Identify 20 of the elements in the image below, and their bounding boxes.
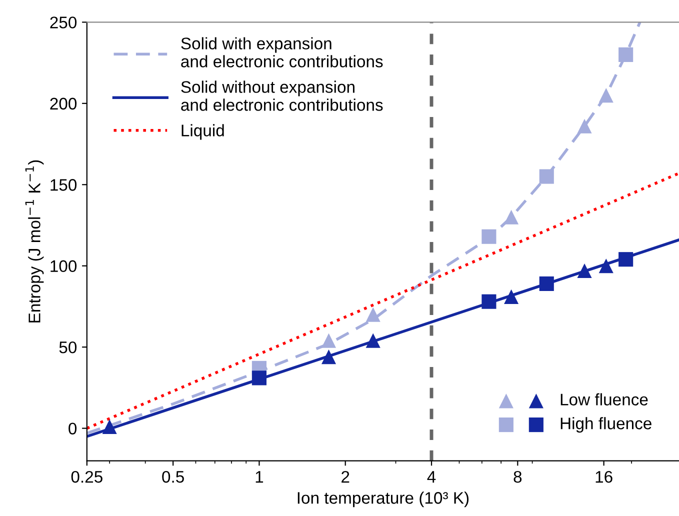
- y-tick-label: 100: [50, 260, 77, 272]
- legend-label: Solid with expansion and electronic contributions: [181, 37, 383, 68]
- y-tick-label: 0: [68, 422, 77, 434]
- legend-label: Solid without expansion and electronic contributions: [181, 80, 383, 111]
- x-tick-label: 0.25: [71, 470, 102, 483]
- x-tick-label: 8: [514, 470, 522, 483]
- x-axis-title: Ion temperature (10³ K): [298, 492, 469, 508]
- x-tick-label: 4: [427, 471, 436, 483]
- legend-label: High fluence: [560, 417, 652, 433]
- x-tick-label: 2: [342, 470, 350, 483]
- x-tick-label: 1: [256, 471, 264, 483]
- legend-label: Liquid: [182, 124, 224, 140]
- y-tick-label: 50: [59, 341, 77, 354]
- y-tick-label: 250: [50, 16, 77, 28]
- x-tick-label: 0.5: [162, 470, 184, 483]
- y-tick-label: 150: [50, 179, 77, 191]
- x-tick-label: 16: [596, 470, 612, 483]
- y-tick-label: 200: [50, 98, 77, 110]
- y-axis-title: Entropy (J mol$^{−1}$ K$^{−1}$): [25, 160, 44, 322]
- legend-label: Low fluence: [560, 393, 648, 406]
